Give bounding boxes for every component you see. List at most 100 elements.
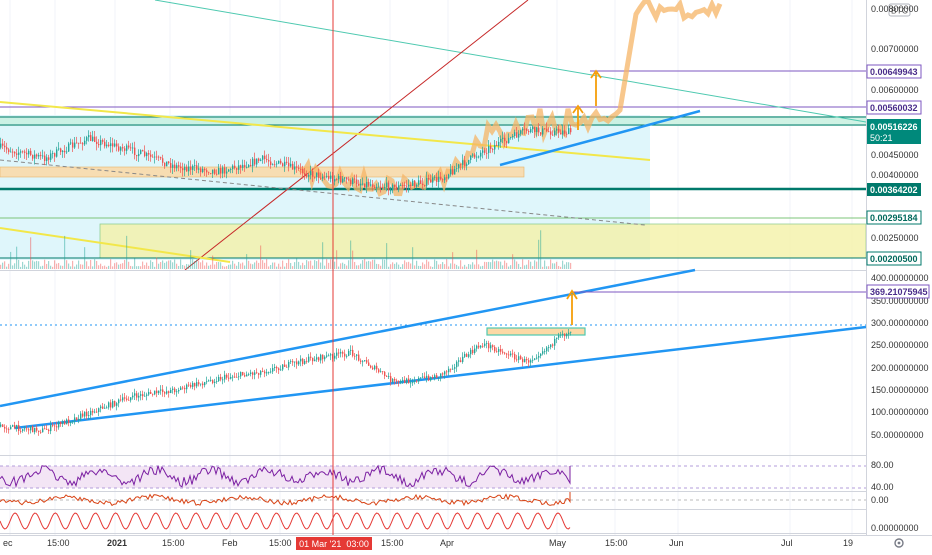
currency-badge-label: BTC [891,6,908,16]
candle-body [544,351,546,353]
candle-body [526,358,528,361]
candle-body [414,180,416,187]
candle-body [336,352,338,356]
candle-body [350,180,352,185]
volume-bar [440,264,442,269]
candle-body [106,144,108,147]
candle-body [436,176,438,183]
candle-body [302,169,304,174]
bottom-pane[interactable] [0,268,867,436]
candle-body [292,163,294,170]
candle-body [374,365,376,370]
volume-bar [176,263,178,269]
candle-body [562,333,564,335]
volume-bar [380,265,382,269]
volume-bar [32,260,34,269]
candle-body [390,190,392,192]
price-label-1: 0.00560032 [870,103,918,113]
volume-bar [498,261,500,269]
volume-bar [412,247,414,269]
volume-bar [410,263,412,269]
candle-body [402,379,404,381]
bottom-price-label-box [866,284,930,299]
candle-body [534,126,536,132]
price-axis-background [866,0,932,550]
stochastic-pane[interactable] [0,512,571,530]
volume-bar [94,259,96,269]
candle-body [40,431,42,433]
candle-body [512,135,514,138]
volume-bar [248,260,250,269]
candle-body [160,389,162,391]
dashed-gray-trendline [0,159,646,226]
volume-bar [374,259,376,269]
volume-bar [492,259,494,269]
candle-body [284,161,286,167]
price-label-box-4 [866,210,922,225]
candle-body [246,167,248,168]
volume-bar [142,261,144,269]
candle-body [326,175,328,177]
candle-body [186,384,188,390]
candle-body [260,371,262,375]
vertical-grid [9,0,853,535]
settings-icon[interactable] [894,538,904,548]
volume-bar [58,263,60,269]
candle-body [342,352,344,354]
candle-body [560,334,562,336]
candle-body [256,158,258,165]
volume-bar [322,242,324,269]
volume-bar [382,259,384,269]
time-tick-11: Jul [781,538,793,548]
bottom-tick-5: 150.00000000 [871,385,929,395]
candle-body [440,373,442,378]
volume-bar [550,259,552,269]
volume-bar [368,260,370,269]
candle-body [4,426,6,429]
volume-bar [552,263,554,269]
currency-badge[interactable] [888,3,911,17]
candle-body [222,167,224,174]
candle-body [348,179,350,181]
candle-body [126,145,128,151]
candle-body [14,425,16,429]
top-pane[interactable] [0,0,867,271]
bottom-tick-4: 200.00000000 [871,363,929,373]
volume-bar [452,252,454,269]
candle-body [450,368,452,370]
time-tick-3: 15:00 [162,538,185,548]
time-tick-8: May [549,538,567,548]
candle-body [434,375,436,378]
volume-bar [472,262,474,269]
candle-body [276,366,278,369]
top-volume-bars [0,230,572,269]
candle-body [182,168,184,171]
candle-body [418,377,420,382]
oscillator-pane[interactable] [0,492,866,507]
candle-body [96,141,98,144]
candle-body [300,358,302,362]
candle-body [104,141,106,147]
time-tick-4: Feb [222,538,238,548]
candle-body [98,408,100,413]
volume-bar [152,261,154,269]
volume-bar [446,259,448,269]
volume-bar [448,266,450,269]
volume-bar [128,261,130,269]
candle-body [294,166,296,170]
rsi-pane[interactable] [0,464,866,489]
candle-body [470,155,472,160]
volume-bar [62,265,64,269]
volume-bar [312,265,314,269]
bottom-tick-6: 100.00000000 [871,407,929,417]
volume-bar [516,261,518,269]
volume-bar [546,266,548,269]
volume-bar [272,262,274,269]
candle-body [146,153,148,157]
candle-body [492,345,494,347]
candle-body [280,160,282,164]
candle-body [420,180,422,184]
volume-bar [38,261,40,269]
candle-body [542,128,544,135]
